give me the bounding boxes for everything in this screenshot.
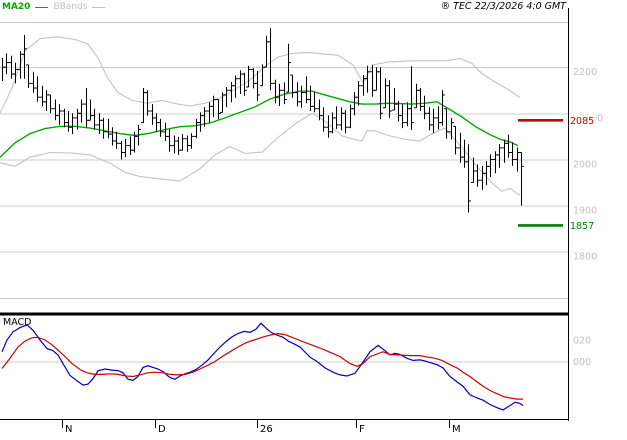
svg-text:2000: 2000 — [573, 160, 597, 171]
macd-series — [1, 322, 524, 411]
svg-text:1857: 1857 — [570, 221, 594, 232]
svg-text:M: M — [452, 424, 461, 435]
macd-axis-labels: 020 000 — [573, 336, 591, 369]
svg-text:D: D — [158, 424, 166, 435]
macd-line — [1, 322, 524, 411]
legend-bbands-label: BBands — [53, 2, 88, 12]
svg-text:020: 020 — [573, 336, 591, 347]
svg-text:N: N — [65, 424, 72, 435]
svg-text:F: F — [359, 424, 365, 435]
svg-text:1800: 1800 — [573, 252, 597, 263]
svg-text:000: 000 — [573, 357, 591, 368]
macd-panel-label: MACD — [3, 317, 32, 328]
signal-line — [1, 332, 523, 400]
svg-text:2200: 2200 — [573, 67, 597, 78]
price-axis-labels: 22002100200019001800 — [573, 67, 603, 263]
svg-text:26: 26 — [260, 424, 273, 435]
time-axis: N D 26 F M — [62, 419, 461, 435]
panel-borders — [0, 8, 570, 421]
svg-text:2085: 2085 — [570, 116, 594, 127]
svg-text:1900: 1900 — [573, 206, 597, 217]
legend: MA20 BBands — [2, 1, 106, 13]
ma20-line-swatch — [35, 6, 49, 8]
level-lines: 2085 1857 — [518, 115, 596, 232]
bbands-line-swatch — [92, 6, 106, 8]
legend-ma20-label: MA20 — [2, 2, 31, 12]
bollinger-bands — [0, 36, 521, 196]
chart-timestamp: ® TEC 22/3/2026 4:0 GMT — [440, 1, 566, 12]
candlestick-series — [2, 28, 524, 213]
